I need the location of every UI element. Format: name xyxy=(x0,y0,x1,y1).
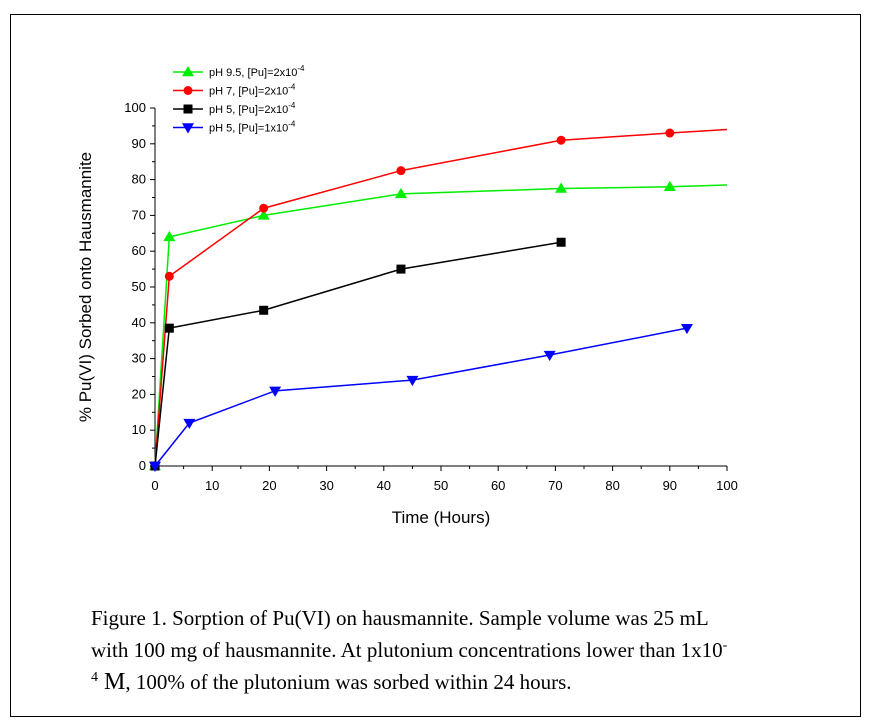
caption-line-2-sup: - xyxy=(722,638,728,653)
legend-item: pH 9.5, [Pu]=2x10-4 xyxy=(173,64,305,79)
data-point xyxy=(164,323,174,333)
legend-item: pH 5, [Pu]=1x10-4 xyxy=(173,120,296,135)
data-point xyxy=(183,86,193,95)
caption-line-3-unit: M xyxy=(98,669,126,695)
y-tick-label: 10 xyxy=(132,422,146,437)
y-tick-label: 60 xyxy=(132,243,146,258)
legend-label-sup: -4 xyxy=(288,120,296,129)
x-tick-label: 100 xyxy=(716,478,738,493)
y-tick-label: 70 xyxy=(132,207,146,222)
data-point xyxy=(164,271,174,281)
data-point xyxy=(182,66,194,77)
x-tick-label: 60 xyxy=(491,478,505,493)
data-point xyxy=(665,128,675,138)
data-point xyxy=(163,230,176,242)
series-3 xyxy=(149,323,693,472)
figure-caption: Figure 1. Sorption of Pu(VI) on hausmann… xyxy=(91,605,871,696)
caption-line-3: 4 M, 100% of the plutonium was sorbed wi… xyxy=(91,664,871,696)
x-tick-label: 80 xyxy=(605,478,619,493)
data-point xyxy=(396,264,406,274)
chart: 0 10 20 30 40 50 60 70 80 90 100 0 10 20 30 40 50 60 70 80 9… xyxy=(76,64,738,527)
caption-line-1: Figure 1. Sorption of Pu(VI) on hausmann… xyxy=(91,606,709,630)
legend-item: pH 5, [Pu]=2x10-4 xyxy=(173,101,296,116)
figure-frame: 0 10 20 30 40 50 60 70 80 90 100 0 10 20 30 40 50 60 70 80 9… xyxy=(10,14,861,717)
data-point xyxy=(396,166,406,176)
legend-label: pH 7, [Pu]=2x10-4 xyxy=(209,83,296,98)
legend-item: pH 7, [Pu]=2x10-4 xyxy=(173,83,296,98)
x-tick-label: 0 xyxy=(151,478,158,493)
data-point xyxy=(149,461,161,472)
y-tick-label: 40 xyxy=(132,315,146,330)
caption-line-3-text: , 100% of the plutonium was sorbed withi… xyxy=(125,670,572,694)
legend-label-sup: -4 xyxy=(297,64,305,73)
legend-label-sup: -4 xyxy=(288,101,296,110)
caption-line-2: with 100 mg of hausmannite. At plutonium… xyxy=(91,632,871,664)
series-1 xyxy=(150,128,728,471)
data-point xyxy=(394,187,407,199)
y-tick-label: 80 xyxy=(132,172,146,187)
series-2 xyxy=(150,237,566,471)
caption-line-3-sup: 4 xyxy=(91,670,98,685)
x-tick-label: 70 xyxy=(548,478,562,493)
series-line xyxy=(154,128,728,467)
data-point xyxy=(680,323,693,335)
data-point xyxy=(269,386,282,397)
x-tick-label: 50 xyxy=(434,478,448,493)
legend-label: pH 9.5, [Pu]=2x10-4 xyxy=(209,64,305,79)
y-tick-label: 0 xyxy=(139,458,146,473)
x-tick-label: 20 xyxy=(262,478,276,493)
legend-label: pH 5, [Pu]=1x10-4 xyxy=(209,120,296,135)
data-point xyxy=(259,203,269,213)
y-tick-label: 30 xyxy=(132,351,146,366)
data-point xyxy=(183,104,193,114)
data-point xyxy=(259,305,269,315)
series-line xyxy=(154,327,688,467)
data-point xyxy=(555,182,568,193)
series-0 xyxy=(149,180,728,471)
series-line xyxy=(154,184,728,467)
y-tick-label: 20 xyxy=(132,386,146,401)
data-point xyxy=(183,418,196,430)
x-tick-label: 40 xyxy=(377,478,391,493)
data-point xyxy=(663,180,676,191)
x-tick-label: 90 xyxy=(663,478,677,493)
data-point xyxy=(556,237,566,247)
x-tick-label: 30 xyxy=(319,478,333,493)
legend-label-sup: -4 xyxy=(288,83,296,92)
data-point xyxy=(182,123,194,134)
chart-legend: pH 9.5, [Pu]=2x10-4 pH 7, [Pu]=2x10-4 pH 5… xyxy=(173,64,305,135)
y-tick-label: 50 xyxy=(132,279,146,294)
x-tick-label: 10 xyxy=(205,478,219,493)
data-point xyxy=(556,135,566,145)
y-tick-label: 100 xyxy=(124,100,146,115)
y-axis-title: % Pu(VI) Sorbed onto Hausmannite xyxy=(76,152,95,422)
chart-series xyxy=(149,128,728,472)
data-point xyxy=(406,375,419,387)
y-tick-label: 90 xyxy=(132,136,146,151)
chart-axes: 0 10 20 30 40 50 60 70 80 90 100 0 10 20 30 40 50 60 70 80 9… xyxy=(76,100,738,527)
data-point xyxy=(543,350,556,362)
caption-line-2-text: with 100 mg of hausmannite. At plutonium… xyxy=(91,638,723,662)
series-line xyxy=(154,241,562,467)
x-axis-title: Time (Hours) xyxy=(392,508,491,527)
data-point xyxy=(257,209,270,220)
legend-label: pH 5, [Pu]=2x10-4 xyxy=(209,101,296,116)
